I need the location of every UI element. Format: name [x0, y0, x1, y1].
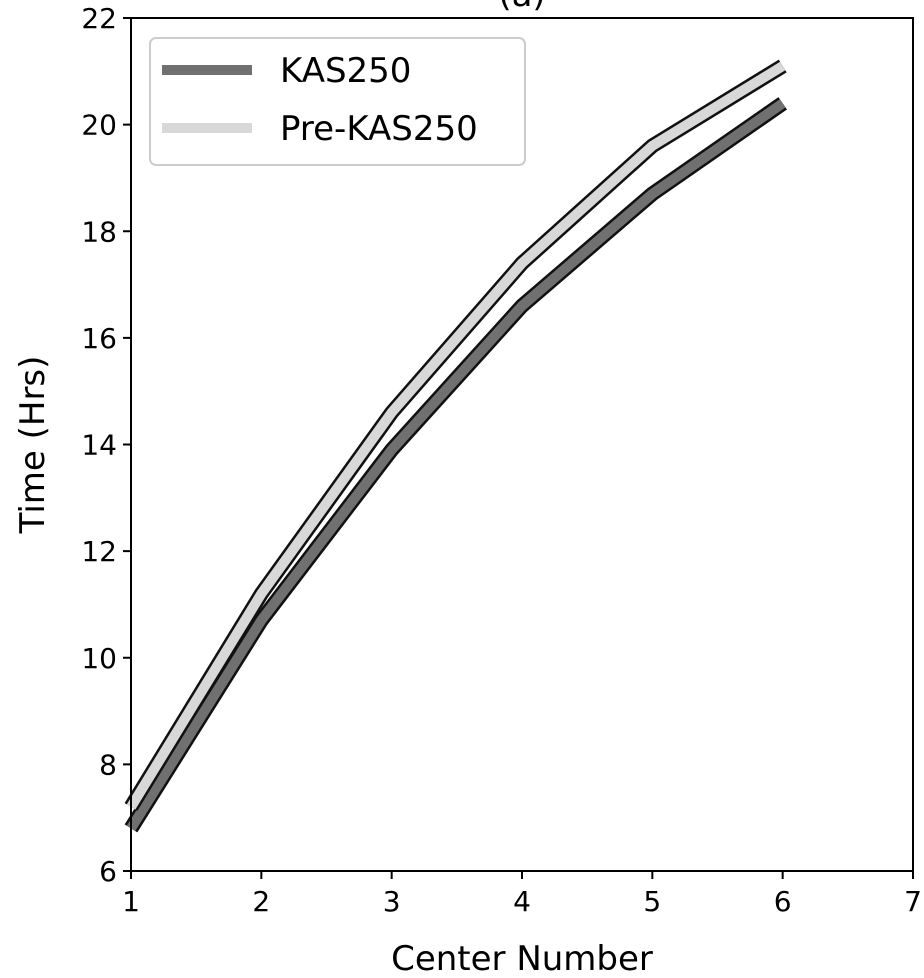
series-line-outline-1 [124, 97, 787, 833]
y-axis-ticks: 6 8 10 12 14 16 18 20 22 [81, 2, 131, 888]
series-line-1 [126, 99, 786, 832]
legend-label-1: KAS250 [280, 51, 411, 91]
x-tick-label: 1 [122, 885, 140, 918]
x-tick-label: 6 [774, 885, 792, 918]
x-tick-label: 7 [904, 885, 922, 918]
y-tick-label: 18 [81, 215, 117, 248]
plot-lines [124, 59, 787, 833]
y-tick-label: 14 [81, 429, 117, 462]
x-tick-label: 2 [252, 885, 270, 918]
y-tick-label: 10 [81, 642, 117, 675]
legend-label-2: Pre-KAS250 [280, 109, 478, 149]
x-tick-label: 4 [513, 885, 531, 918]
y-tick-label: 12 [81, 535, 117, 568]
x-axis-label: Center Number [391, 939, 653, 978]
y-tick-label: 22 [81, 2, 117, 35]
chart-title: (a) [498, 0, 545, 15]
y-tick-label: 6 [99, 855, 117, 888]
series-line-2 [126, 61, 786, 810]
x-tick-label: 5 [643, 885, 661, 918]
y-tick-label: 20 [81, 109, 117, 142]
y-tick-label: 8 [99, 748, 117, 781]
x-axis-ticks: 1 2 3 4 5 6 7 [122, 871, 922, 918]
legend: KAS250 Pre-KAS250 [149, 37, 526, 166]
y-axis-label: Time (Hrs) [13, 356, 53, 535]
x-tick-label: 3 [383, 885, 401, 918]
y-tick-label: 16 [81, 322, 117, 355]
